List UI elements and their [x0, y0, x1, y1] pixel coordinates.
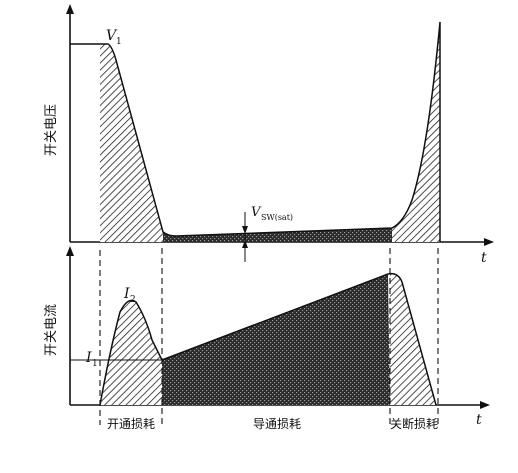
- voltage-turn-off-area: [392, 22, 440, 242]
- current-y-axis-label: 开关电流: [44, 304, 59, 356]
- voltage-y-axis-arrow: [66, 4, 74, 14]
- current-turn-on-area: [100, 300, 162, 405]
- current-conduction-area: [162, 274, 390, 405]
- svg-text:1: 1: [116, 37, 122, 47]
- voltage-curve: [70, 21, 441, 242]
- vsat-label: V SW(sat): [251, 205, 293, 222]
- svg-text:I: I: [123, 286, 130, 302]
- voltage-y-axis-label: 开关电压: [44, 104, 59, 156]
- region-boundaries: [99, 248, 439, 425]
- current-x-axis-arrow: [480, 401, 490, 409]
- turn-on-loss-label: 开通损耗: [107, 417, 155, 431]
- i1-label: I 1: [85, 350, 98, 369]
- voltage-panel: 开关电压 t V 1 V SW(sat): [44, 4, 494, 266]
- vsat-marker-arrow-up: [242, 240, 248, 248]
- svg-text:1: 1: [92, 359, 98, 369]
- svg-text:V: V: [106, 28, 118, 44]
- turn-off-loss-label: 关断损耗: [390, 416, 438, 431]
- voltage-turn-on-area: [100, 44, 163, 242]
- voltage-conduction-area: [163, 228, 392, 242]
- voltage-x-axis-arrow: [484, 238, 494, 246]
- current-t-label: t: [476, 412, 482, 428]
- v1-label: V 1: [106, 28, 122, 47]
- current-y-axis-arrow: [66, 246, 74, 256]
- current-turn-off-area: [390, 273, 436, 405]
- i2-label: I 2: [123, 286, 136, 305]
- svg-text:2: 2: [130, 295, 136, 305]
- vsat-marker-arrow-down: [242, 226, 248, 234]
- current-panel: 开关电流 t I 2 I 1: [44, 246, 490, 428]
- current-curve: [99, 272, 437, 406]
- voltage-t-label: t: [481, 250, 487, 266]
- svg-text:V: V: [251, 205, 262, 220]
- svg-text:SW(sat): SW(sat): [261, 213, 293, 222]
- conduction-loss-label: 导通损耗: [253, 417, 301, 431]
- svg-text:I: I: [85, 350, 92, 366]
